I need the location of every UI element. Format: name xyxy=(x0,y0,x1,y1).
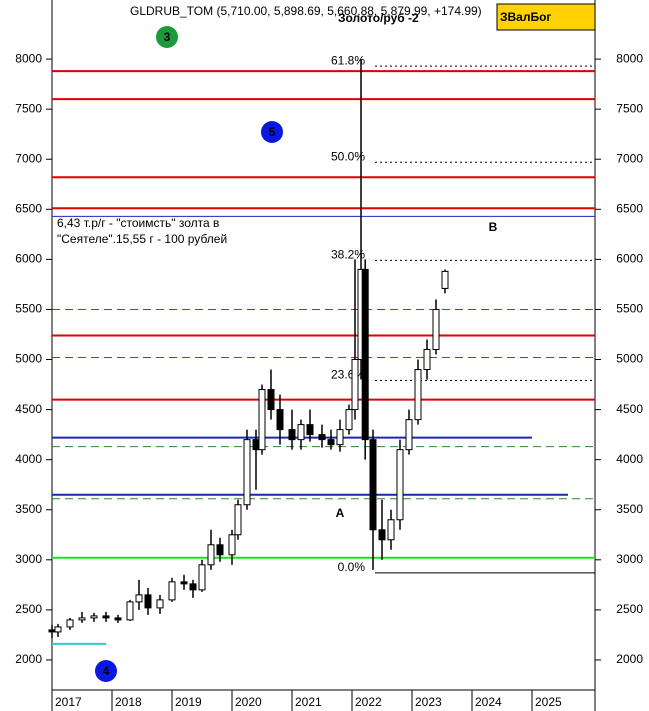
marker-label: 4 xyxy=(103,664,110,678)
y-tick-label-right: 7000 xyxy=(616,151,643,165)
candle-body xyxy=(361,268,369,441)
x-tick-label: 2021 xyxy=(295,695,322,709)
candle-body xyxy=(423,349,431,371)
y-tick-label-right: 7500 xyxy=(616,101,643,115)
candle-body xyxy=(90,615,98,619)
candle-body xyxy=(414,369,422,421)
x-tick-label: 2020 xyxy=(235,695,262,709)
x-tick-label: 2023 xyxy=(415,695,442,709)
candle-body xyxy=(318,434,326,441)
candle-body xyxy=(198,564,206,591)
x-tick-label: 2019 xyxy=(175,695,202,709)
candle-body xyxy=(267,389,275,411)
y-tick-label: 6500 xyxy=(15,201,42,215)
fib-label: 0.0% xyxy=(338,560,366,574)
y-tick-label: 2000 xyxy=(15,652,42,666)
wave-label: A xyxy=(336,506,345,520)
y-tick-label-right: 6000 xyxy=(616,252,643,266)
y-tick-label-right: 4000 xyxy=(616,452,643,466)
y-tick-label-right: 5000 xyxy=(616,352,643,366)
y-tick-label: 6000 xyxy=(15,252,42,266)
candle-body xyxy=(207,544,215,566)
x-tick-label: 2017 xyxy=(55,695,82,709)
candle-body xyxy=(54,626,62,633)
candle-body xyxy=(306,424,314,436)
chart-title: GLDRUB_TOM (5,710.00, 5,898.69, 5,660.88… xyxy=(130,4,482,18)
candle-body xyxy=(345,409,353,431)
candle-body xyxy=(144,594,152,609)
candle-body xyxy=(432,308,440,351)
candle-body xyxy=(78,617,86,621)
candle-body xyxy=(351,359,359,411)
y-tick-label: 7000 xyxy=(15,151,42,165)
x-tick-label: 2025 xyxy=(535,695,562,709)
candle-body xyxy=(234,504,242,536)
candle-body xyxy=(135,594,143,603)
candle-body xyxy=(396,449,404,521)
y-tick-label: 5500 xyxy=(15,302,42,316)
marker-label: 5 xyxy=(269,125,276,139)
y-tick-label: 3500 xyxy=(15,502,42,516)
badge-text: ЗВалБог xyxy=(500,10,551,24)
fib-label: 23.6% xyxy=(331,368,365,382)
candle-body xyxy=(216,544,224,556)
candle-body xyxy=(48,629,56,633)
candle-body xyxy=(258,389,266,451)
x-tick-label: 2018 xyxy=(115,695,142,709)
candle-body xyxy=(126,601,134,621)
badge-box xyxy=(496,3,596,31)
y-tick-label: 3000 xyxy=(15,552,42,566)
candle-body xyxy=(228,534,236,556)
fib-label: 38.2% xyxy=(331,248,365,262)
candle-body xyxy=(441,270,449,289)
candle-body xyxy=(180,581,188,585)
candle-body xyxy=(102,615,110,619)
wave-label: B xyxy=(489,220,498,234)
x-tick-label: 2024 xyxy=(475,695,502,709)
fib-label: 61.8% xyxy=(331,53,365,67)
candle-body xyxy=(369,439,377,531)
marker-circle xyxy=(261,121,283,143)
candle-body xyxy=(297,424,305,441)
candle-body xyxy=(327,439,335,446)
y-tick-label-right: 3000 xyxy=(616,552,643,566)
y-tick-label: 4000 xyxy=(15,452,42,466)
candle-body xyxy=(168,581,176,601)
y-tick-label-right: 2000 xyxy=(616,652,643,666)
candle-body xyxy=(288,429,296,441)
candle-body xyxy=(378,529,386,541)
y-tick-label: 4500 xyxy=(15,402,42,416)
fib-label: 50.0% xyxy=(331,149,365,163)
y-tick-label: 5000 xyxy=(15,352,42,366)
marker-circle xyxy=(95,660,117,682)
candle-body xyxy=(387,519,395,541)
note-text: "Сеятеле".15,55 г - 100 рублей xyxy=(57,232,227,246)
candle-body xyxy=(66,619,74,628)
y-tick-label-right: 8000 xyxy=(616,51,643,65)
candle-body xyxy=(252,439,260,451)
marker-label: 3 xyxy=(164,30,171,44)
candle-body xyxy=(405,419,413,451)
note-text: 6,43 т.р/г - "стоимсть" золта в xyxy=(57,216,219,230)
y-tick-label-right: 4500 xyxy=(616,402,643,416)
candle-body xyxy=(114,617,122,621)
y-tick-label: 7500 xyxy=(15,101,42,115)
chart-subtitle: Золото/руб -2 xyxy=(338,11,419,25)
candle-body xyxy=(156,599,164,609)
y-tick-label-right: 6500 xyxy=(616,201,643,215)
y-tick-label-right: 5500 xyxy=(616,302,643,316)
marker-circle xyxy=(156,26,178,48)
candle-body xyxy=(336,429,344,446)
y-tick-label-right: 2500 xyxy=(616,602,643,616)
candle-body xyxy=(243,439,251,506)
candle-body xyxy=(276,409,284,431)
candle-body xyxy=(189,583,197,591)
y-tick-label: 8000 xyxy=(15,51,42,65)
y-tick-label: 2500 xyxy=(15,602,42,616)
y-tick-label-right: 3500 xyxy=(616,502,643,516)
x-tick-label: 2022 xyxy=(355,695,382,709)
